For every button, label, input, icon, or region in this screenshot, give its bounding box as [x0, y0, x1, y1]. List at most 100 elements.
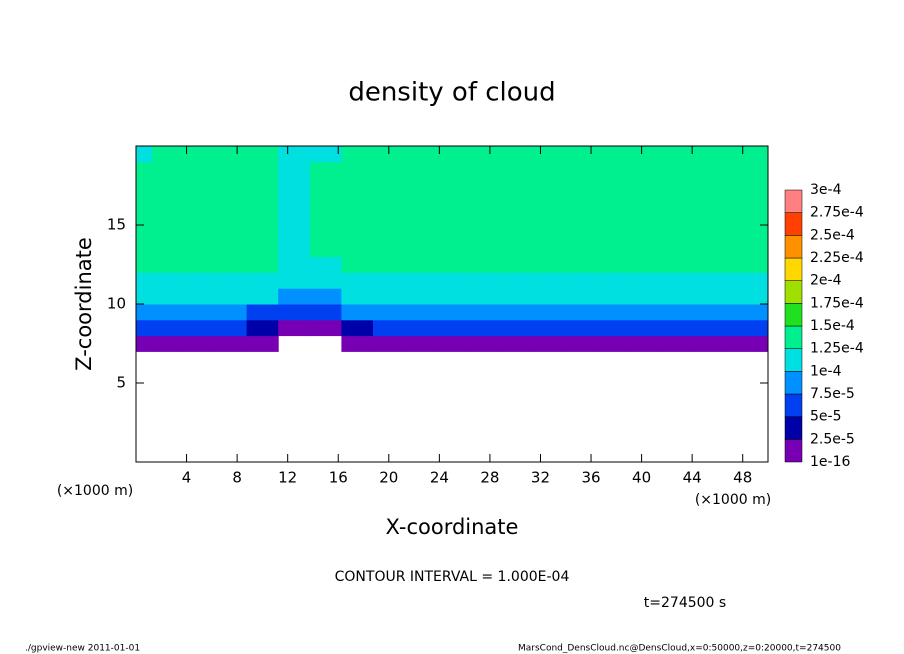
cell [689, 240, 722, 258]
cell [136, 319, 153, 337]
cell [215, 288, 248, 305]
cell [373, 146, 406, 163]
cell [625, 272, 658, 289]
cell [404, 209, 437, 226]
colorbar-swatch [784, 439, 803, 463]
cell [183, 256, 216, 273]
colorbar-label: 5e-5 [810, 409, 841, 425]
cell [215, 240, 248, 258]
cell [341, 146, 374, 163]
cell [594, 304, 627, 321]
cell [404, 319, 437, 337]
chart-title: density of cloud [348, 78, 555, 108]
cell [499, 304, 532, 321]
cell [657, 209, 690, 226]
cell [657, 240, 690, 258]
cell [467, 256, 500, 273]
cell [151, 335, 184, 352]
cell [136, 146, 153, 163]
x-tick-label: 48 [733, 469, 752, 487]
colorbar-label: 2.5e-4 [810, 227, 855, 243]
cell [278, 304, 311, 321]
cell [689, 161, 722, 179]
cell [136, 161, 153, 179]
cell [562, 272, 595, 289]
cell [625, 146, 658, 163]
cell [404, 335, 437, 352]
cell [499, 146, 532, 163]
cell [531, 161, 564, 179]
cell [689, 177, 722, 194]
colorbar-label: 1.25e-4 [810, 341, 864, 357]
cell [531, 256, 564, 273]
colorbar-label: 1.75e-4 [810, 295, 864, 311]
cell [689, 335, 722, 352]
cell [720, 240, 753, 258]
cell [278, 225, 311, 242]
cell [341, 209, 374, 226]
cell [215, 161, 248, 179]
cell [467, 335, 500, 352]
cell [215, 225, 248, 242]
cell [657, 193, 690, 210]
cell [467, 319, 500, 337]
cell [404, 240, 437, 258]
cell [309, 225, 342, 242]
cell [215, 256, 248, 273]
cell [436, 240, 469, 258]
cell [752, 209, 768, 226]
x-unit-label: (×1000 m) [57, 483, 133, 499]
cell [720, 288, 753, 305]
cell [625, 256, 658, 273]
cell [136, 288, 153, 305]
cell [309, 272, 342, 289]
y-tick-label: 15 [107, 216, 126, 234]
cell [215, 335, 248, 352]
colorbar-label: 1.5e-4 [810, 318, 855, 334]
cell [151, 256, 184, 273]
cell [436, 272, 469, 289]
cell [752, 319, 768, 337]
cell [183, 240, 216, 258]
cell [436, 177, 469, 194]
cell [625, 335, 658, 352]
cell [246, 304, 279, 321]
cell [136, 177, 153, 194]
cell [467, 193, 500, 210]
cell [183, 193, 216, 210]
cell [309, 256, 342, 273]
cell [657, 256, 690, 273]
cell [594, 335, 627, 352]
cell [183, 319, 216, 337]
cell [531, 146, 564, 163]
cell [215, 209, 248, 226]
cell [183, 335, 216, 352]
cell [625, 209, 658, 226]
cell [341, 225, 374, 242]
cell [467, 177, 500, 194]
cell [720, 272, 753, 289]
cell [436, 209, 469, 226]
cell [752, 177, 768, 194]
cell [531, 288, 564, 305]
cell [436, 161, 469, 179]
cell [404, 288, 437, 305]
cell [404, 161, 437, 179]
cell [309, 209, 342, 226]
cell [594, 209, 627, 226]
y-tick-label: 5 [116, 374, 126, 392]
cell [467, 240, 500, 258]
cell [657, 304, 690, 321]
cell [151, 161, 184, 179]
colorbar-swatch [784, 371, 803, 395]
cell [404, 146, 437, 163]
contour-note: CONTOUR INTERVAL = 1.000E-04 [335, 569, 570, 585]
cell [625, 240, 658, 258]
colorbar-swatch [784, 280, 803, 304]
cell [720, 161, 753, 179]
cell [278, 177, 311, 194]
cell [752, 240, 768, 258]
x-tick-label: 24 [430, 469, 449, 487]
cell [689, 193, 722, 210]
cell [183, 209, 216, 226]
